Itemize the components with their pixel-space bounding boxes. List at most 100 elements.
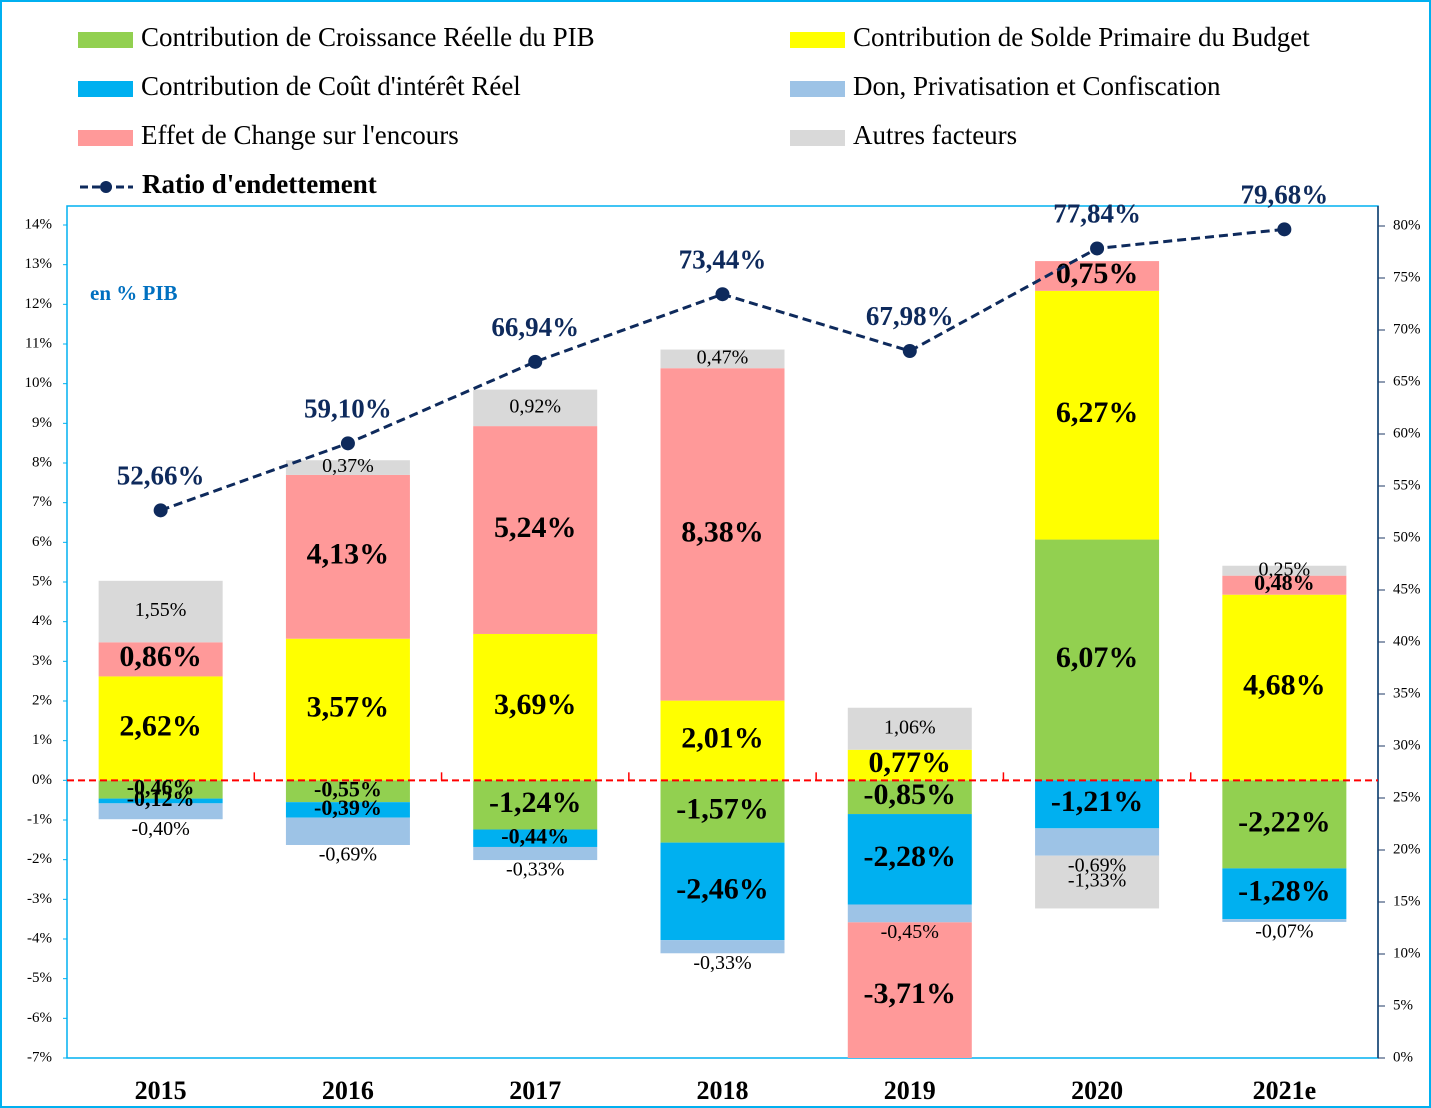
x-tick-label: 2015	[135, 1076, 187, 1105]
bar-segment	[98, 798, 223, 804]
legend-swatch	[790, 32, 845, 48]
data-label: -0,55%	[314, 776, 382, 801]
line-label: 77,84%	[1053, 199, 1141, 229]
legend-label: Contribution de Solde Primaire du Budget	[853, 22, 1310, 52]
bar-segment	[1035, 290, 1160, 540]
bar-segment	[847, 904, 972, 923]
y2-tick-label: 45%	[1393, 581, 1421, 597]
data-label: 1,06%	[884, 716, 936, 738]
data-label: -1,28%	[1238, 875, 1331, 908]
y-tick-label: 6%	[32, 534, 52, 550]
bar-segment	[1222, 868, 1347, 920]
data-label: 0,92%	[509, 395, 561, 417]
y-tick-label: 9%	[32, 415, 52, 431]
data-label: -0,40%	[131, 818, 189, 840]
bar-segment	[1035, 828, 1160, 856]
data-label: -0,12%	[127, 786, 195, 811]
legend-label: Effet de Change sur l'encours	[141, 120, 459, 150]
bar-segment	[285, 638, 410, 781]
data-label: -1,57%	[676, 792, 769, 825]
data-label: -0,39%	[314, 795, 382, 820]
x-tick-label: 2016	[322, 1076, 374, 1105]
y2-tick-label: 75%	[1393, 269, 1421, 285]
bar-segment	[285, 460, 410, 475]
line-label: 79,68%	[1240, 180, 1328, 210]
y2-tick-label: 55%	[1393, 477, 1421, 493]
line-marker	[1277, 222, 1292, 237]
legend-swatch	[790, 81, 845, 97]
y2-tick-label: 10%	[1393, 945, 1421, 961]
bar-segment	[660, 368, 785, 701]
y-tick-label: -6%	[27, 1010, 52, 1026]
y-tick-label: -3%	[27, 891, 52, 907]
x-tick-label: 2020	[1071, 1076, 1123, 1105]
y2-tick-label: 70%	[1393, 321, 1421, 337]
data-label: -3,71%	[864, 977, 957, 1010]
data-label: 0,37%	[322, 455, 374, 477]
data-label: 3,57%	[307, 690, 390, 723]
bar-segment	[285, 817, 410, 845]
y2-tick-label: 20%	[1393, 841, 1421, 857]
x-tick-label: 2019	[884, 1076, 936, 1105]
data-label: -0,33%	[506, 859, 564, 881]
y2-tick-label: 80%	[1393, 217, 1421, 233]
bar-segment	[1222, 565, 1347, 576]
y2-tick-label: 0%	[1393, 1049, 1413, 1065]
data-label: -0,07%	[1255, 921, 1313, 943]
bar-segment	[473, 829, 598, 847]
legend-swatch	[790, 130, 845, 146]
x-tick-label: 2017	[509, 1076, 561, 1105]
bar-segment	[473, 780, 598, 830]
y-tick-label: -4%	[27, 930, 52, 946]
bar-segment	[1222, 594, 1347, 781]
data-label: 4,68%	[1243, 668, 1326, 701]
data-label: -0,33%	[693, 952, 751, 974]
data-label: -1,24%	[489, 786, 582, 819]
line-label: 59,10%	[304, 394, 392, 424]
data-label: 2,62%	[119, 709, 202, 742]
y-tick-label: 5%	[32, 573, 52, 589]
y-tick-label: -5%	[27, 970, 52, 986]
y2-tick-label: 25%	[1393, 789, 1421, 805]
y-tick-label: -7%	[27, 1049, 52, 1065]
y-tick-label: 11%	[25, 335, 52, 351]
legend-swatch	[78, 32, 133, 48]
bar-segment	[285, 802, 410, 818]
line-marker	[340, 436, 355, 451]
y2-tick-label: 60%	[1393, 425, 1421, 441]
legend-swatch	[78, 130, 133, 146]
bar-segment	[1035, 855, 1160, 909]
data-label: -2,28%	[864, 840, 957, 873]
y-tick-label: 13%	[25, 256, 53, 272]
data-label: -2,46%	[676, 872, 769, 905]
data-label: -0,46%	[127, 775, 195, 800]
line-label: 67,98%	[866, 301, 954, 331]
y2-tick-label: 5%	[1393, 997, 1413, 1013]
y-tick-label: -2%	[27, 851, 52, 867]
legend-label: Don, Privatisation et Confiscation	[853, 71, 1221, 101]
annotation: en % PIB	[90, 281, 178, 305]
data-label: 0,48%	[1254, 570, 1315, 595]
bar-segment	[1222, 780, 1347, 869]
bar-segment	[1222, 575, 1347, 595]
y2-tick-label: 50%	[1393, 529, 1421, 545]
x-tick-label: 2018	[697, 1076, 749, 1105]
y-tick-label: 7%	[32, 494, 52, 510]
data-label: 8,38%	[681, 515, 764, 548]
data-label: 6,07%	[1056, 641, 1139, 674]
y-tick-label: 2%	[32, 692, 52, 708]
data-label: 6,27%	[1056, 396, 1139, 429]
data-label: 4,13%	[307, 538, 390, 571]
line-marker	[715, 287, 730, 302]
y2-tick-label: 65%	[1393, 373, 1421, 389]
bar-segment	[473, 426, 598, 634]
bar-segment	[847, 749, 972, 781]
bar-segment	[1222, 919, 1347, 922]
data-label: 0,75%	[1056, 257, 1139, 290]
data-label: -2,22%	[1238, 805, 1331, 838]
legend-swatch	[78, 81, 133, 97]
bar-segment	[473, 846, 598, 861]
bar-segment	[1035, 780, 1160, 829]
y-tick-label: 8%	[32, 454, 52, 470]
